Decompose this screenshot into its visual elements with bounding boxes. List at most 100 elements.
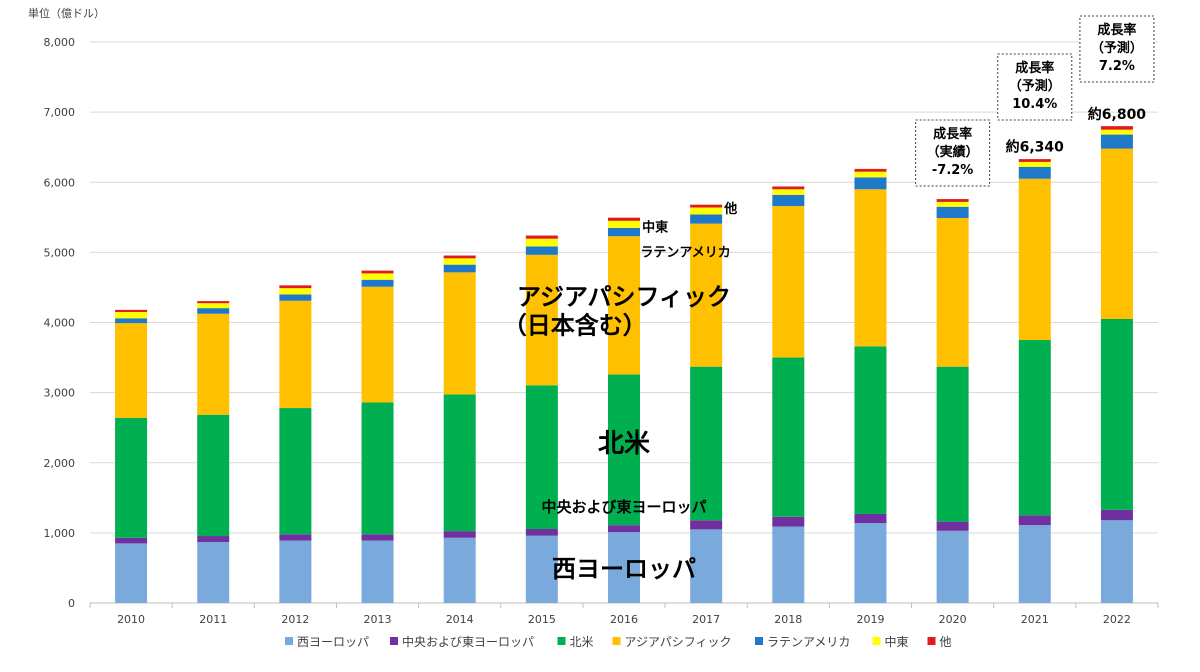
x-tick-label: 2015	[528, 613, 556, 626]
segment-label: （日本含む）	[503, 312, 647, 340]
bar-segment	[361, 270, 394, 274]
legend: 西ヨーロッパ 中央および東ヨーロッパ 北米 アジアパシフィック ラテンアメリカ 中東 他	[285, 634, 952, 649]
bar-segment	[443, 394, 476, 532]
x-tick-label: 2016	[610, 613, 638, 626]
legend-label: アジアパシフィック	[625, 635, 732, 649]
bar-segment	[361, 286, 394, 403]
bar-stack	[854, 168, 887, 603]
bars	[115, 126, 1133, 603]
growth-rate-text: 成長率	[1097, 22, 1136, 38]
bar-segment	[690, 366, 723, 521]
segment-labels: 西ヨーロッパ 中央および東ヨーロッパ 北米 アジアパシフィック（日本含む） ラテンアメリ…	[503, 201, 738, 583]
growth-rate-text: （予測）	[1091, 40, 1143, 56]
bar-segment	[197, 301, 230, 304]
bar-segment	[197, 414, 230, 537]
growth-rate-text: （実績）	[927, 144, 979, 160]
legend-label: 中東	[885, 634, 909, 649]
bar-segment	[936, 366, 969, 522]
bar-segment	[197, 308, 230, 314]
bar-segment	[525, 254, 558, 386]
total-label: 約6,340	[1006, 138, 1065, 155]
bar-segment	[854, 168, 887, 172]
bar-segment	[608, 374, 640, 526]
bar-segment	[772, 516, 805, 527]
legend-label: 他	[940, 635, 952, 649]
segment-label: 中東	[642, 219, 668, 235]
y-tick-label: 5,000	[44, 246, 76, 259]
bar-segment	[690, 520, 723, 530]
bar-stack	[115, 309, 148, 603]
bar-segment	[279, 534, 312, 541]
bar-segment	[115, 309, 148, 312]
bar-segment	[361, 273, 394, 280]
x-tick-label: 2021	[1021, 613, 1049, 626]
bar-segment	[936, 199, 969, 202]
bar-segment	[525, 535, 558, 603]
bar-segment	[1100, 509, 1133, 521]
bar-segment	[525, 385, 558, 530]
x-axis-ticks: 2010 2011 2012 2013 2014 2015 2016 2017 2018 2019…	[89, 603, 1159, 626]
bar-segment	[936, 218, 969, 367]
bar-segment	[525, 235, 558, 239]
y-tick-label: 3,000	[44, 387, 76, 400]
bar-segment	[279, 408, 312, 535]
x-tick-label: 2011	[199, 613, 227, 626]
bar-stack	[608, 217, 640, 603]
bar-segment	[1100, 126, 1133, 130]
bar-segment	[1100, 520, 1133, 603]
bar-segment	[443, 537, 476, 603]
x-tick-label: 2019	[856, 613, 884, 626]
bar-segment	[608, 532, 640, 603]
bar-stack	[690, 204, 723, 603]
bar-segment	[115, 318, 148, 324]
bar-segment	[936, 206, 969, 219]
bar-segment	[772, 189, 805, 195]
bar-segment	[854, 513, 887, 524]
x-tick-label: 2014	[446, 613, 474, 626]
growth-rate-text: （予測）	[1009, 78, 1061, 94]
bar-segment	[197, 303, 230, 309]
bar-segment	[1018, 515, 1051, 526]
bar-segment	[443, 255, 476, 259]
bar-segment	[1018, 525, 1051, 603]
total-label: 約6,800	[1088, 106, 1147, 123]
bar-segment	[936, 201, 969, 207]
legend-swatch	[390, 637, 398, 645]
bar-segment	[772, 357, 805, 517]
bar-stack	[1018, 159, 1051, 603]
bar-segment	[197, 313, 230, 415]
segment-label: ラテンアメリカ	[640, 246, 730, 261]
x-tick-label: 2022	[1103, 613, 1131, 626]
growth-rate-box	[915, 119, 991, 187]
y-tick-label: 7,000	[44, 106, 76, 119]
bar-segment	[690, 207, 723, 215]
x-tick-label: 2020	[939, 613, 967, 626]
bar-segment	[608, 227, 640, 237]
bar-stack	[772, 186, 805, 603]
bar-segment	[608, 217, 640, 221]
x-tick-label: 2013	[364, 613, 392, 626]
bar-segment	[936, 530, 969, 603]
bar-segment	[115, 537, 148, 544]
bar-segment	[361, 540, 394, 603]
segment-label: アジアパシフィック	[517, 283, 731, 311]
bar-segment	[525, 238, 558, 247]
legend-swatch	[755, 637, 763, 645]
segment-label: 中央および東ヨーロッパ	[541, 498, 706, 516]
growth-rate-text: 成長率	[933, 126, 972, 142]
bar-segment	[279, 285, 312, 289]
bar-segment	[1018, 161, 1051, 167]
legend-swatch	[872, 637, 881, 645]
bar-segment	[772, 206, 805, 358]
bar-segment	[854, 346, 887, 514]
annotations: 約6,340 約6,800 成長率 （実績） -7.2% 成長率 （予測） 10.4% 成長率 （…	[915, 15, 1155, 187]
bar-segment	[690, 204, 723, 208]
bar-segment	[772, 186, 805, 190]
segment-label: 北米	[598, 429, 650, 459]
bar-stack	[279, 285, 312, 603]
bar-segment	[115, 417, 148, 538]
bar-segment	[525, 529, 558, 536]
bar-segment	[115, 311, 148, 319]
bar-segment	[854, 171, 887, 178]
